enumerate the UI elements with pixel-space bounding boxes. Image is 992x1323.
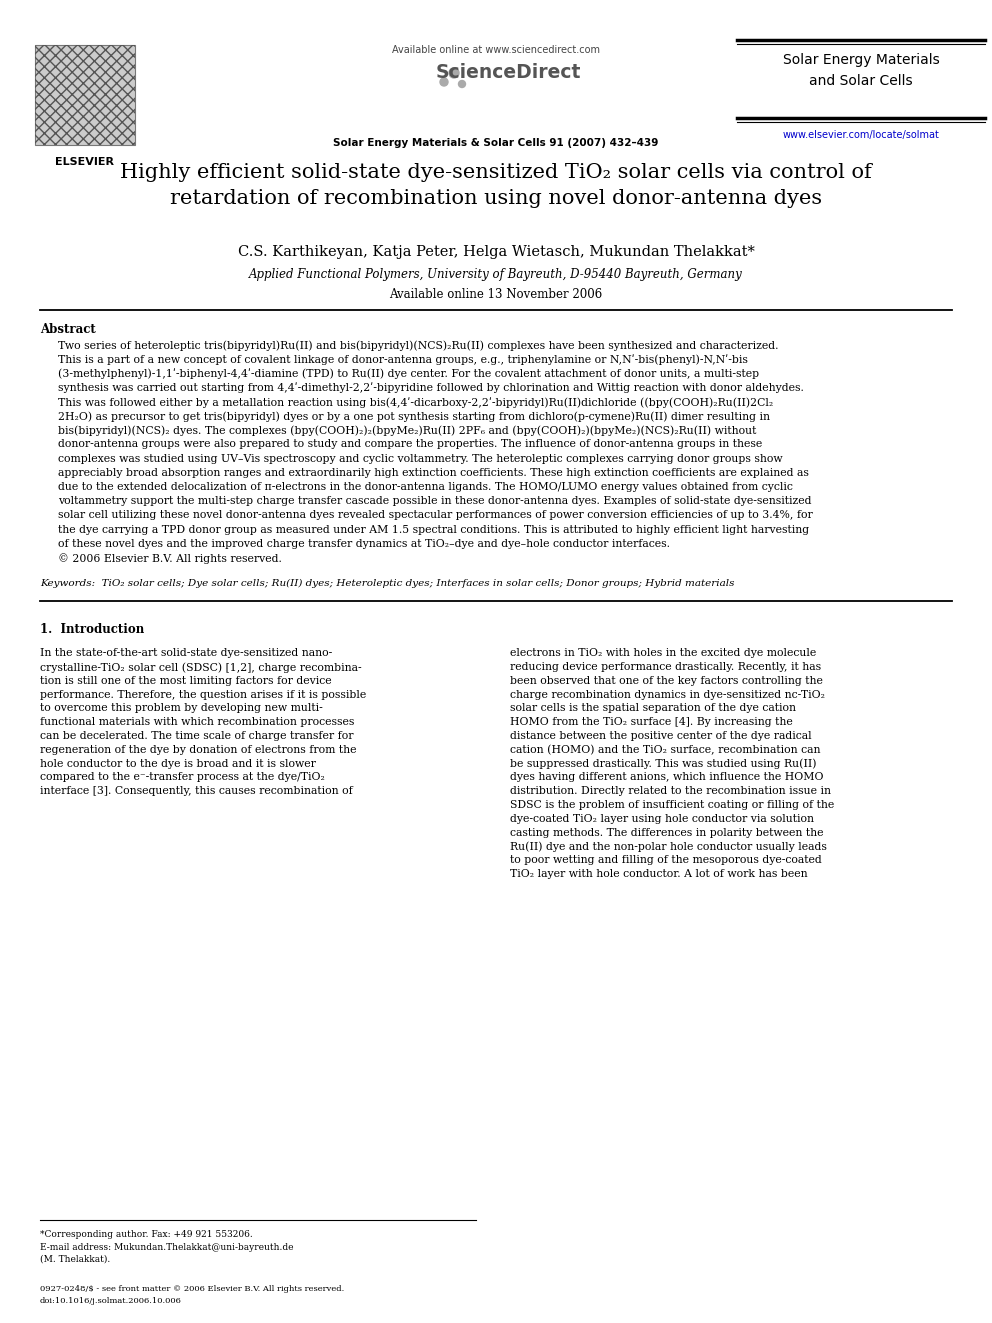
Circle shape xyxy=(440,78,448,86)
Text: Ru(II) dye and the non-polar hole conductor usually leads: Ru(II) dye and the non-polar hole conduc… xyxy=(510,841,827,852)
Text: hole conductor to the dye is broad and it is slower: hole conductor to the dye is broad and i… xyxy=(40,758,315,769)
Text: Available online at www.sciencedirect.com: Available online at www.sciencedirect.co… xyxy=(392,45,600,56)
Circle shape xyxy=(449,67,459,78)
Text: donor-antenna groups were also prepared to study and compare the properties. The: donor-antenna groups were also prepared … xyxy=(58,439,762,450)
Text: cation (HOMO) and the TiO₂ surface, recombination can: cation (HOMO) and the TiO₂ surface, reco… xyxy=(510,745,820,755)
Text: voltammetry support the multi-step charge transfer cascade possible in these don: voltammetry support the multi-step charg… xyxy=(58,496,811,507)
Text: E-mail address: Mukundan.Thelakkat@uni-bayreuth.de: E-mail address: Mukundan.Thelakkat@uni-b… xyxy=(40,1244,294,1252)
Text: been observed that one of the key factors controlling the: been observed that one of the key factor… xyxy=(510,676,823,685)
Text: can be decelerated. The time scale of charge transfer for: can be decelerated. The time scale of ch… xyxy=(40,732,353,741)
Text: Solar Energy Materials & Solar Cells 91 (2007) 432–439: Solar Energy Materials & Solar Cells 91 … xyxy=(333,138,659,148)
Text: functional materials with which recombination processes: functional materials with which recombin… xyxy=(40,717,354,728)
Text: electrons in TiO₂ with holes in the excited dye molecule: electrons in TiO₂ with holes in the exci… xyxy=(510,648,816,659)
Text: of these novel dyes and the improved charge transfer dynamics at TiO₂–dye and dy: of these novel dyes and the improved cha… xyxy=(58,538,670,549)
Text: TiO₂ layer with hole conductor. A lot of work has been: TiO₂ layer with hole conductor. A lot of… xyxy=(510,869,807,878)
Text: appreciably broad absorption ranges and extraordinarily high extinction coeffici: appreciably broad absorption ranges and … xyxy=(58,468,808,478)
Text: HOMO from the TiO₂ surface [4]. By increasing the: HOMO from the TiO₂ surface [4]. By incre… xyxy=(510,717,793,728)
Text: *Corresponding author. Fax: +49 921 553206.: *Corresponding author. Fax: +49 921 5532… xyxy=(40,1230,253,1240)
Text: tion is still one of the most limiting factors for device: tion is still one of the most limiting f… xyxy=(40,676,331,685)
Text: ELSEVIER: ELSEVIER xyxy=(56,157,114,167)
Text: SDSC is the problem of insufficient coating or filling of the: SDSC is the problem of insufficient coat… xyxy=(510,800,834,810)
Text: (M. Thelakkat).: (M. Thelakkat). xyxy=(40,1256,110,1263)
Text: charge recombination dynamics in dye-sensitized nc-TiO₂: charge recombination dynamics in dye-sen… xyxy=(510,689,825,700)
Text: Applied Functional Polymers, University of Bayreuth, D-95440 Bayreuth, Germany: Applied Functional Polymers, University … xyxy=(249,269,743,280)
Text: In the state-of-the-art solid-state dye-sensitized nano-: In the state-of-the-art solid-state dye-… xyxy=(40,648,332,659)
Text: 0927-0248/$ - see front matter © 2006 Elsevier B.V. All rights reserved.: 0927-0248/$ - see front matter © 2006 El… xyxy=(40,1285,344,1293)
Text: 1.  Introduction: 1. Introduction xyxy=(40,623,144,636)
Bar xyxy=(35,45,135,146)
Text: interface [3]. Consequently, this causes recombination of: interface [3]. Consequently, this causes… xyxy=(40,786,353,796)
Text: bis(bipyridyl)(NCS)₂ dyes. The complexes (bpy(COOH)₂)₂(bpyMe₂)Ru(II) 2PF₆ and (b: bis(bipyridyl)(NCS)₂ dyes. The complexes… xyxy=(58,425,756,435)
Text: Two series of heteroleptic tris(bipyridyl)Ru(II) and bis(bipyridyl)(NCS)₂Ru(II) : Two series of heteroleptic tris(bipyridy… xyxy=(58,340,779,351)
Text: © 2006 Elsevier B.V. All rights reserved.: © 2006 Elsevier B.V. All rights reserved… xyxy=(58,553,282,564)
Text: This is a part of a new concept of covalent linkage of donor-antenna groups, e.g: This is a part of a new concept of coval… xyxy=(58,355,748,365)
Text: Available online 13 November 2006: Available online 13 November 2006 xyxy=(390,288,602,302)
Text: Highly efficient solid-state dye-sensitized TiO₂ solar cells via control of
reta: Highly efficient solid-state dye-sensiti… xyxy=(120,163,872,209)
Text: doi:10.1016/j.solmat.2006.10.006: doi:10.1016/j.solmat.2006.10.006 xyxy=(40,1297,182,1304)
Text: This was followed either by a metallation reaction using bis(4,4ʹ-dicarboxy-2,2ʹ: This was followed either by a metallatio… xyxy=(58,397,773,407)
Text: regeneration of the dye by donation of electrons from the: regeneration of the dye by donation of e… xyxy=(40,745,356,755)
Text: dye-coated TiO₂ layer using hole conductor via solution: dye-coated TiO₂ layer using hole conduct… xyxy=(510,814,814,824)
Text: distance between the positive center of the dye radical: distance between the positive center of … xyxy=(510,732,811,741)
Text: solar cell utilizing these novel donor-antenna dyes revealed spectacular perform: solar cell utilizing these novel donor-a… xyxy=(58,511,812,520)
Text: complexes was studied using UV–Vis spectroscopy and cyclic voltammetry. The hete: complexes was studied using UV–Vis spect… xyxy=(58,454,783,463)
Text: compared to the e⁻-transfer process at the dye/TiO₂: compared to the e⁻-transfer process at t… xyxy=(40,773,324,782)
Text: 2H₂O) as precursor to get tris(bipyridyl) dyes or by a one pot synthesis startin: 2H₂O) as precursor to get tris(bipyridyl… xyxy=(58,411,770,422)
Text: (3-methylphenyl)-1,1ʹ-biphenyl-4,4ʹ-diamine (TPD) to Ru(II) dye center. For the : (3-methylphenyl)-1,1ʹ-biphenyl-4,4ʹ-diam… xyxy=(58,368,759,380)
Bar xyxy=(35,45,135,146)
Text: due to the extended delocalization of π-electrons in the donor-antenna ligands. : due to the extended delocalization of π-… xyxy=(58,482,793,492)
Text: dyes having different anions, which influence the HOMO: dyes having different anions, which infl… xyxy=(510,773,823,782)
Text: be suppressed drastically. This was studied using Ru(II): be suppressed drastically. This was stud… xyxy=(510,758,816,769)
Text: Keywords:  TiO₂ solar cells; Dye solar cells; Ru(II) dyes; Heteroleptic dyes; In: Keywords: TiO₂ solar cells; Dye solar ce… xyxy=(40,579,734,589)
Text: synthesis was carried out starting from 4,4ʹ-dimethyl-2,2ʹ-bipyridine followed b: synthesis was carried out starting from … xyxy=(58,382,804,393)
Text: C.S. Karthikeyan, Katja Peter, Helga Wietasch, Mukundan Thelakkat*: C.S. Karthikeyan, Katja Peter, Helga Wie… xyxy=(237,245,755,259)
Text: performance. Therefore, the question arises if it is possible: performance. Therefore, the question ari… xyxy=(40,689,366,700)
Text: reducing device performance drastically. Recently, it has: reducing device performance drastically.… xyxy=(510,662,821,672)
Text: distribution. Directly related to the recombination issue in: distribution. Directly related to the re… xyxy=(510,786,831,796)
Circle shape xyxy=(458,81,465,87)
Text: ScienceDirect: ScienceDirect xyxy=(435,64,580,82)
Text: casting methods. The differences in polarity between the: casting methods. The differences in pola… xyxy=(510,828,823,837)
Text: the dye carrying a TPD donor group as measured under AM 1.5 spectral conditions.: the dye carrying a TPD donor group as me… xyxy=(58,525,809,534)
Text: crystalline-TiO₂ solar cell (SDSC) [1,2], charge recombina-: crystalline-TiO₂ solar cell (SDSC) [1,2]… xyxy=(40,662,362,672)
Text: www.elsevier.com/locate/solmat: www.elsevier.com/locate/solmat xyxy=(783,130,939,140)
Text: to overcome this problem by developing new multi-: to overcome this problem by developing n… xyxy=(40,704,322,713)
Text: to poor wetting and filling of the mesoporous dye-coated: to poor wetting and filling of the mesop… xyxy=(510,855,821,865)
Text: Abstract: Abstract xyxy=(40,323,96,336)
Text: Solar Energy Materials
and Solar Cells: Solar Energy Materials and Solar Cells xyxy=(783,53,939,87)
Text: solar cells is the spatial separation of the dye cation: solar cells is the spatial separation of… xyxy=(510,704,796,713)
